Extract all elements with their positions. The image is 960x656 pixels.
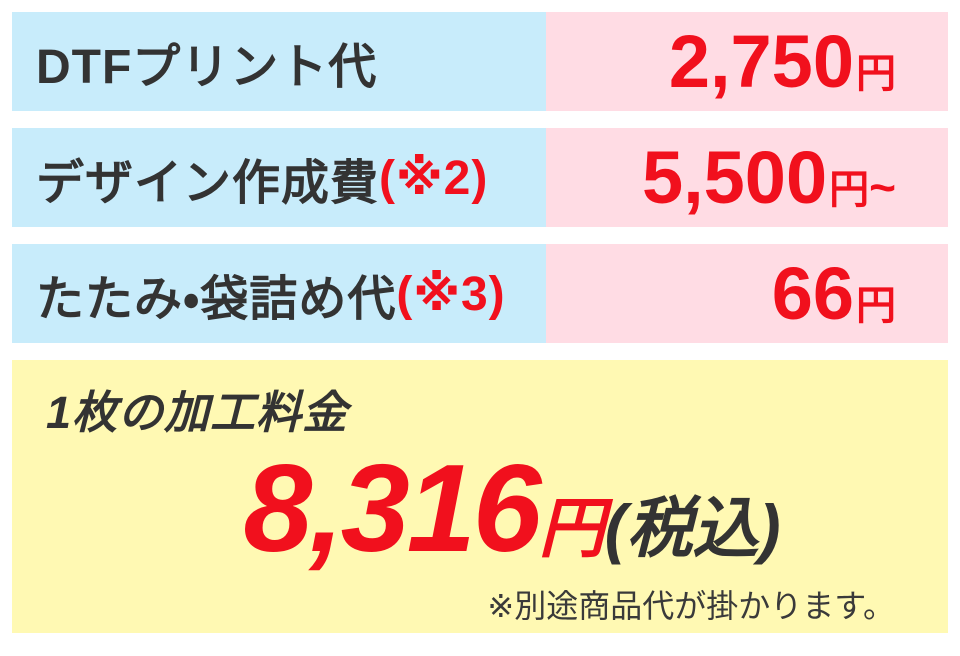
item-price-cell: 5,500円~ (546, 128, 948, 227)
item-amount: 66 (771, 252, 854, 335)
item-price: 66円 (772, 251, 896, 336)
total-note: ※別途商品代が掛かります。 (487, 588, 895, 625)
total-price: 8,316円(税込) (44, 441, 960, 577)
price-row-design-fee: デザイン作成費 (※2) 5,500円~ (12, 128, 948, 227)
total-heading: 1枚の加工料金 (46, 387, 349, 438)
price-row-fold-bag: たたみ・袋詰め代 (※3) 66円 (12, 244, 948, 343)
item-unit: 円 (829, 168, 870, 212)
item-label: DTFプリント代 (36, 40, 378, 94)
item-suffix: ~ (869, 161, 896, 213)
item-unit: 円 (856, 52, 896, 96)
item-price: 2,750円 (669, 19, 896, 104)
total-unit: 円 (538, 491, 605, 565)
price-table: DTFプリント代 2,750円 デザイン作成費 (※2) 5,500円~ たたみ・… (12, 12, 948, 633)
item-price: 5,500円~ (642, 135, 896, 220)
total-amount: 8,316 (243, 440, 541, 578)
item-label: デザイン作成費 (36, 156, 380, 210)
price-row-dtf-print: DTFプリント代 2,750円 (12, 12, 948, 111)
item-label-cell: たたみ・袋詰め代 (※3) (12, 244, 546, 343)
item-amount: 2,750 (668, 20, 854, 103)
item-amount: 5,500 (641, 136, 828, 219)
item-label-note: (※3) (396, 267, 506, 321)
item-label-cell: DTFプリント代 (12, 12, 546, 111)
item-label: たたみ・袋詰め代 (36, 272, 397, 326)
total-tax-label: (税込) (604, 491, 781, 565)
item-label-cell: デザイン作成費 (※2) (12, 128, 546, 227)
item-price-cell: 2,750円 (546, 12, 948, 111)
total-box: 1枚の加工料金 8,316円(税込) ※別途商品代が掛かります。 (12, 360, 948, 633)
item-label-note: (※2) (379, 151, 489, 205)
item-price-cell: 66円 (546, 244, 948, 343)
item-unit: 円 (856, 284, 896, 328)
